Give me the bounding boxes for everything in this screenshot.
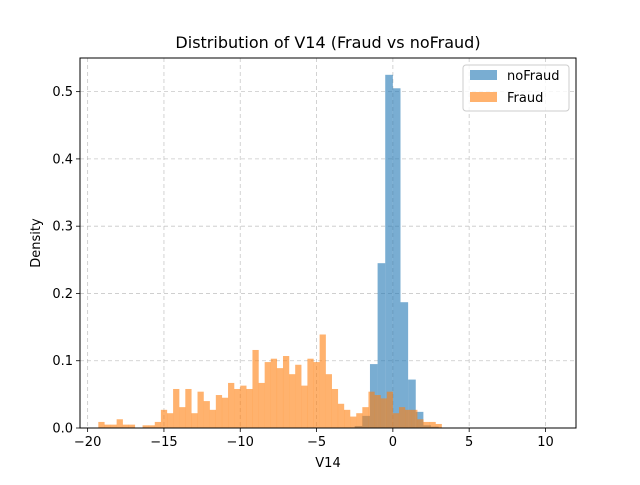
bar-fraud <box>104 424 111 428</box>
bar-fraud <box>337 403 345 428</box>
bar-fraud <box>344 409 351 428</box>
bar-fraud <box>301 385 308 428</box>
x-tick-label: −15 <box>150 435 177 450</box>
bar-fraud <box>362 407 369 428</box>
bar-fraud <box>313 362 320 428</box>
x-tick-label: 5 <box>465 435 473 450</box>
bar-fraud <box>289 374 296 428</box>
bar-fraud <box>122 424 129 428</box>
bar-fraud <box>264 362 271 428</box>
bar-nofraud <box>392 88 401 428</box>
bar-fraud <box>252 349 259 428</box>
bar-nofraud <box>385 74 393 429</box>
bar-fraud <box>417 419 424 428</box>
bar-fraud <box>295 364 302 428</box>
bar-fraud <box>215 395 223 428</box>
bar-fraud <box>392 413 400 428</box>
bar-nofraud <box>400 302 409 428</box>
bar-fraud <box>386 391 394 428</box>
x-tick-label: 10 <box>537 435 554 450</box>
legend-swatch-fraud <box>470 92 497 102</box>
x-tick-label: −5 <box>307 435 326 450</box>
y-tick-label: 0.4 <box>52 152 73 167</box>
bar-fraud <box>173 388 180 428</box>
bar-fraud <box>110 424 117 428</box>
bar-fraud <box>325 374 332 428</box>
y-tick-label: 0.3 <box>52 220 73 235</box>
bar-fraud <box>154 421 162 428</box>
bar-fraud <box>246 388 253 428</box>
bar-fraud <box>228 382 235 428</box>
bar-fraud <box>258 382 265 428</box>
bar-fraud <box>307 358 314 428</box>
bar-fraud <box>331 388 339 428</box>
bar-fraud <box>128 424 136 428</box>
bar-fraud <box>270 358 278 428</box>
legend-label-nofraud: noFraud <box>507 69 560 84</box>
bar-fraud <box>240 385 247 428</box>
x-tick-label: 0 <box>389 435 397 450</box>
bar-fraud <box>166 413 174 428</box>
bars-layer <box>98 74 442 429</box>
bar-fraud <box>374 395 381 428</box>
x-axis-label: V14 <box>315 456 340 471</box>
bar-fraud <box>116 419 123 428</box>
y-tick-label: 0.5 <box>52 85 73 100</box>
legend-label-fraud: Fraud <box>507 91 543 106</box>
bar-fraud <box>405 409 412 428</box>
bar-fraud <box>197 391 204 428</box>
bar-fraud <box>142 425 149 428</box>
bar-fraud <box>98 421 105 428</box>
bar-fraud <box>350 416 357 428</box>
bar-fraud <box>368 391 375 428</box>
bar-fraud <box>282 356 290 428</box>
bar-fraud <box>203 401 210 428</box>
x-tick-label: −20 <box>74 435 101 450</box>
bar-fraud <box>356 413 363 428</box>
legend-swatch-nofraud <box>470 70 497 80</box>
y-tick-label: 0.0 <box>52 422 73 437</box>
chart-title: Distribution of V14 (Fraud vs noFraud) <box>175 33 480 52</box>
bar-fraud <box>179 407 186 428</box>
bar-nofraud <box>408 379 416 428</box>
y-axis-label: Density <box>29 218 44 268</box>
bar-fraud <box>191 413 198 428</box>
bar-fraud <box>429 421 436 428</box>
bar-fraud <box>185 388 192 428</box>
bar-fraud <box>148 425 155 428</box>
bar-fraud <box>411 409 418 428</box>
bar-fraud <box>234 388 241 428</box>
bar-fraud <box>160 409 168 428</box>
legend: noFraud Fraud <box>462 64 570 112</box>
bar-fraud <box>380 398 387 428</box>
bar-fraud <box>276 368 284 428</box>
bar-fraud <box>221 397 229 428</box>
bar-fraud <box>398 407 406 428</box>
bar-fraud <box>435 423 442 428</box>
bar-fraud <box>209 409 216 428</box>
bar-fraud <box>319 334 326 428</box>
x-tick-label: −10 <box>227 435 254 450</box>
bar-fraud <box>423 421 430 428</box>
bar-nofraud <box>377 263 386 428</box>
plot-frame <box>79 57 577 429</box>
y-tick-label: 0.1 <box>52 354 73 369</box>
y-tick-label: 0.2 <box>52 287 73 302</box>
ticks-layer: −20 −15 −10 −5 0 5 10 0.0 0.1 0.2 0.3 0.4 0.5 <box>52 85 553 450</box>
